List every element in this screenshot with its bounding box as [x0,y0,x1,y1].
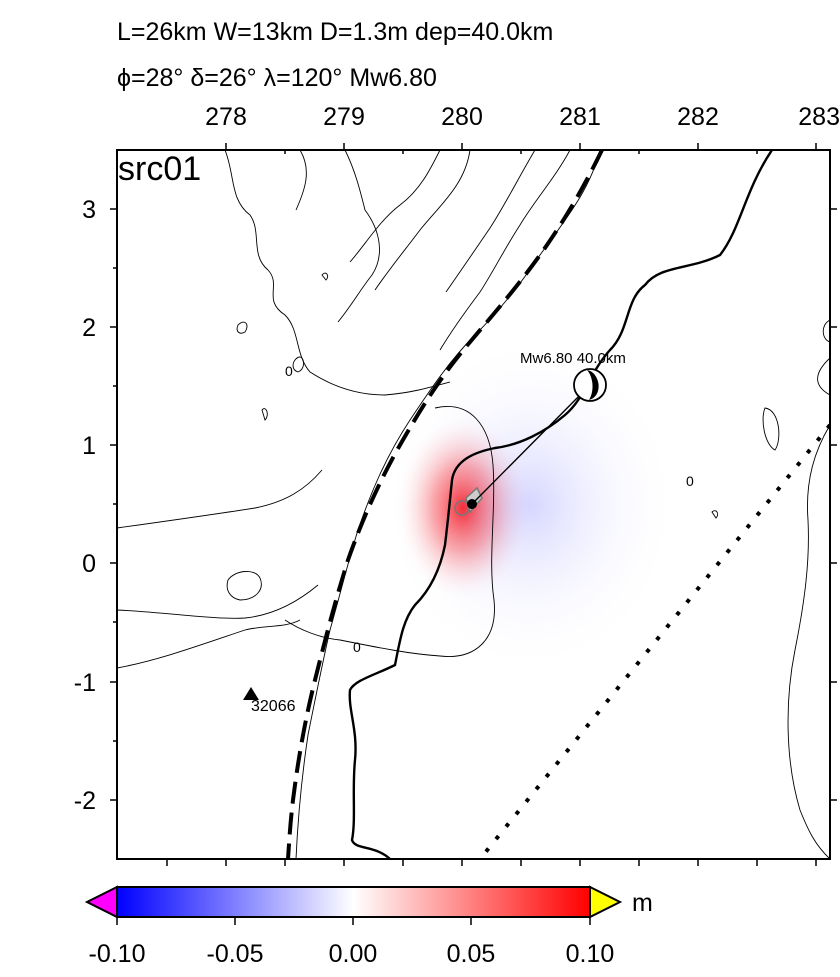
colorbar-unit: m [632,889,653,917]
panel-label-box [117,150,224,192]
y-tick-label: 2 [82,314,96,342]
left-ticks [110,208,117,801]
y-tick-label: 1 [82,432,96,460]
mechanism-label: Mw6.80 40.0km [520,350,626,367]
right-ticks [830,208,837,801]
colorbar-tick-label: 0.10 [566,940,615,968]
colorbar-under-triangle [84,885,118,919]
y-tick-label: 0 [82,550,96,578]
colorbar-tick-label: 0.00 [329,940,378,968]
top-ticks [225,143,817,154]
focal-mechanism [573,368,607,402]
y-tick-label: -1 [74,669,96,697]
contour-label-small: 0 [285,363,293,379]
epicenter-link [471,384,591,505]
colorbar-tick-label: 0.05 [447,940,496,968]
x-tick-label: 279 [323,103,365,131]
x-tick-label: 281 [559,103,601,131]
station-label: 32066 [251,698,296,715]
colorbar: m -0.10 -0.05 0.00 0.05 0.10 [84,885,653,968]
trench-line [286,150,604,859]
x-tick-label: 283 [798,103,840,131]
mechanism-parameters: ϕ=28° δ=26° λ=120° Mw6.80 [117,64,437,92]
epicenter-dot [467,499,477,509]
bottom-ticks [166,859,817,866]
y-tick-label: -2 [74,787,96,815]
y-tick-label: 3 [82,196,96,224]
contour-label: 0 [353,639,361,655]
colorbar-tick-label: -0.10 [89,940,146,968]
x-tick-label: 280 [441,103,483,131]
contour-label-alt: 0 [686,473,694,489]
subsidence-blob [380,335,680,675]
map-content: Mw6.80 40.0km 32066 0 0 0 [117,150,830,859]
colorbar-tick-label: -0.05 [207,940,264,968]
x-tick-label: 282 [677,103,719,131]
panel-label: src01 [118,150,201,188]
colorbar-over-triangle [589,885,623,919]
station-triangle [243,687,259,700]
colorbar-ramp [116,886,591,918]
coastline [348,150,773,859]
dotted-boundary [478,423,830,859]
x-tick-label: 278 [205,103,247,131]
fault-parameters: L=26km W=13km D=1.3m dep=40.0km [117,18,554,46]
